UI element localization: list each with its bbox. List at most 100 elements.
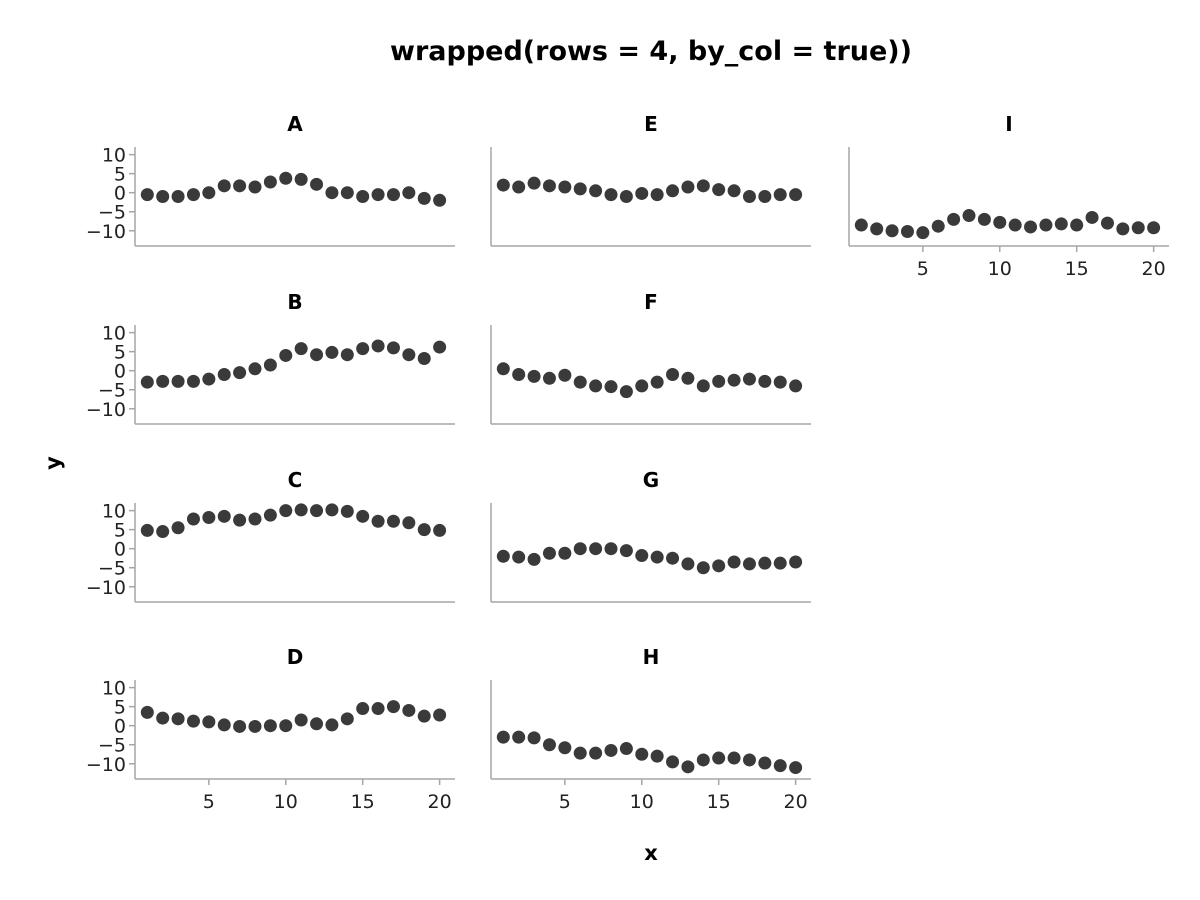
- x-tick-label: 20: [428, 791, 452, 813]
- y-tick-label: −5: [98, 558, 126, 580]
- data-point: [573, 746, 587, 760]
- data-point: [789, 379, 803, 393]
- data-point: [789, 555, 803, 569]
- data-point: [1131, 221, 1145, 235]
- data-point: [1116, 222, 1130, 236]
- y-tick-label: −10: [86, 577, 126, 599]
- y-tick-label: 0: [114, 361, 126, 383]
- data-point: [619, 544, 633, 558]
- data-point: [386, 341, 400, 355]
- data-point: [527, 552, 541, 566]
- data-point: [666, 184, 680, 198]
- data-point: [279, 171, 293, 185]
- data-point: [402, 186, 416, 200]
- data-point: [417, 709, 431, 723]
- data-point: [742, 557, 756, 571]
- data-point: [558, 180, 572, 194]
- data-point: [542, 371, 556, 385]
- x-tick-label: 10: [988, 258, 1012, 280]
- data-point: [140, 523, 154, 537]
- data-point: [233, 366, 247, 380]
- data-point: [310, 504, 324, 518]
- data-point: [635, 186, 649, 200]
- data-point: [681, 557, 695, 571]
- data-point: [870, 222, 884, 236]
- data-point: [217, 718, 231, 732]
- data-point: [635, 549, 649, 563]
- data-point: [263, 175, 277, 189]
- data-point: [171, 190, 185, 203]
- data-point: [681, 760, 695, 774]
- data-point: [310, 348, 324, 362]
- data-point: [773, 188, 787, 202]
- data-point: [402, 516, 416, 530]
- data-point: [325, 503, 339, 517]
- data-point: [356, 342, 370, 356]
- data-point: [371, 702, 385, 716]
- data-point: [156, 525, 170, 539]
- data-point: [140, 188, 154, 202]
- data-point: [573, 375, 587, 389]
- data-point: [279, 719, 293, 733]
- data-point: [433, 708, 447, 722]
- data-point: [263, 719, 277, 733]
- data-point: [496, 730, 510, 744]
- data-point: [773, 759, 787, 773]
- data-point: [1024, 220, 1038, 234]
- x-tick-label: 20: [1142, 258, 1166, 280]
- data-point: [993, 215, 1007, 229]
- data-point: [773, 556, 787, 570]
- y-tick-label: −5: [98, 735, 126, 757]
- data-point: [589, 379, 603, 393]
- data-point: [325, 345, 339, 359]
- data-point: [542, 546, 556, 560]
- data-point: [496, 178, 510, 192]
- data-point: [604, 380, 618, 394]
- data-point: [681, 371, 695, 385]
- data-point: [171, 521, 185, 535]
- data-point: [712, 183, 726, 197]
- data-point: [558, 368, 572, 382]
- data-point: [233, 719, 247, 733]
- data-point: [156, 190, 170, 203]
- data-point: [1008, 218, 1022, 232]
- data-point: [512, 368, 526, 381]
- y-tick-label: −10: [86, 754, 126, 776]
- y-tick-label: 5: [114, 520, 126, 542]
- data-point: [696, 561, 710, 575]
- data-point: [512, 180, 526, 194]
- data-point: [589, 184, 603, 198]
- data-point: [386, 514, 400, 528]
- y-tick-label: 10: [102, 501, 126, 523]
- data-point: [696, 379, 710, 393]
- data-point: [650, 550, 664, 564]
- data-point: [696, 179, 710, 193]
- data-point: [294, 713, 308, 727]
- data-point: [340, 712, 354, 726]
- x-tick-label: 15: [707, 791, 731, 813]
- data-point: [666, 551, 680, 565]
- data-point: [1070, 218, 1084, 232]
- data-point: [386, 188, 400, 202]
- data-point: [727, 555, 741, 569]
- panel-title: F: [644, 290, 658, 314]
- data-point: [573, 542, 587, 556]
- data-point: [340, 348, 354, 362]
- data-point: [1147, 221, 1161, 235]
- data-point: [712, 374, 726, 388]
- y-axis-label: y: [41, 456, 65, 470]
- data-point: [758, 756, 772, 770]
- x-tick-label: 15: [351, 791, 375, 813]
- data-point: [402, 703, 416, 717]
- data-point: [371, 514, 385, 528]
- data-point: [650, 188, 664, 202]
- data-point: [558, 741, 572, 755]
- data-point: [156, 374, 170, 388]
- y-tick-label: 5: [114, 342, 126, 364]
- data-point: [496, 362, 510, 376]
- y-tick-label: 10: [102, 678, 126, 700]
- y-tick-label: −10: [86, 221, 126, 243]
- data-point: [900, 225, 914, 239]
